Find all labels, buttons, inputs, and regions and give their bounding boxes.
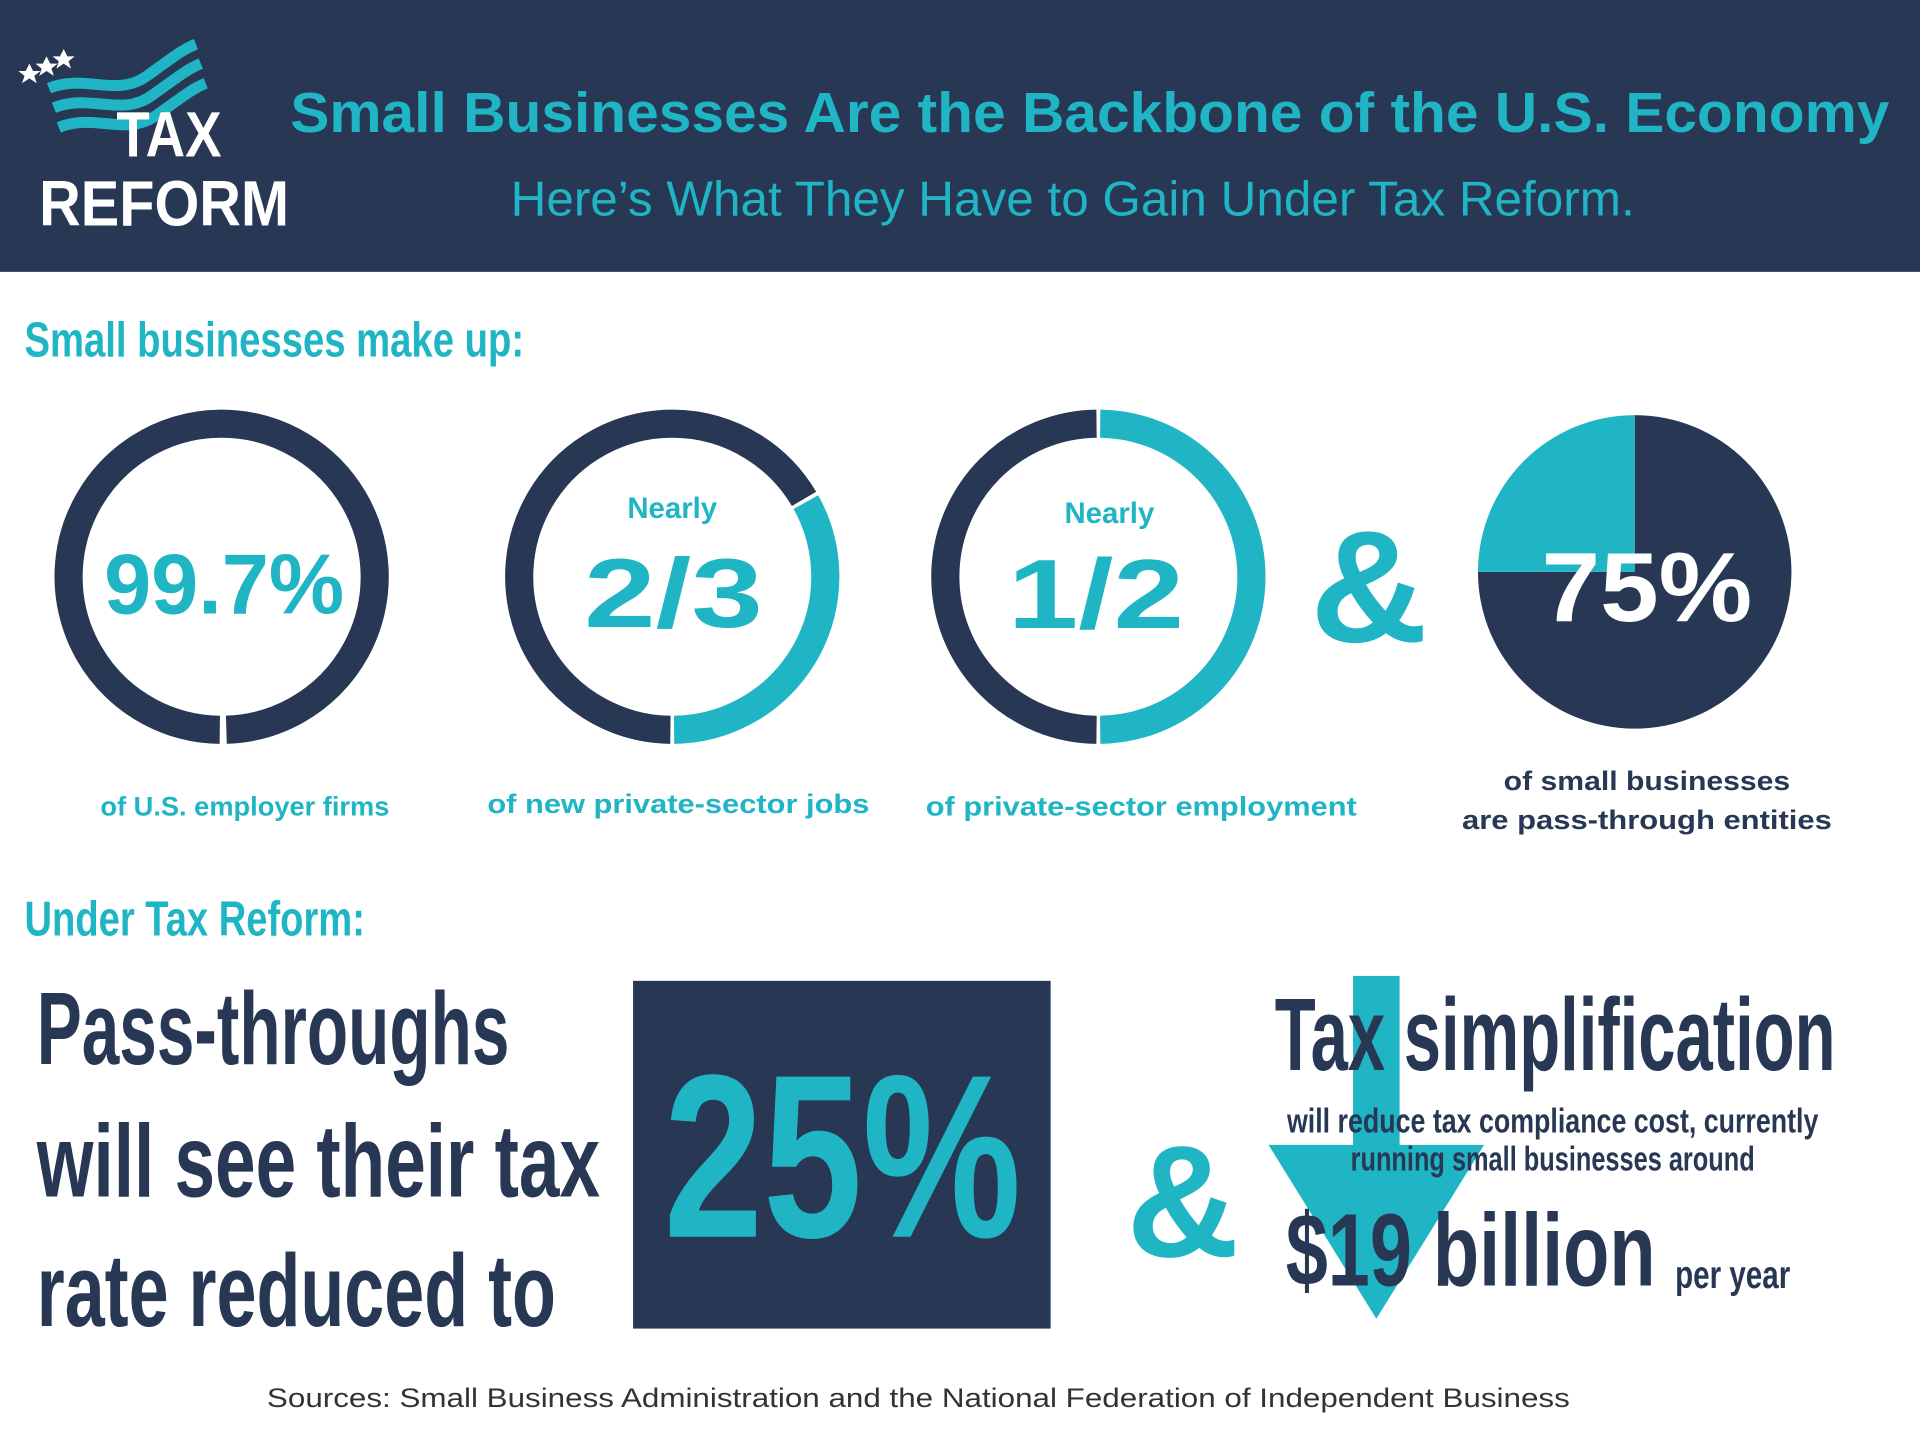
statement-title: Tax simplification [1275,977,1836,1092]
stat-caption: of private-sector employment [926,792,1357,822]
stat-figure: 1/2 [1008,539,1184,649]
logo-text: TAX [116,100,221,171]
logo-stars [18,48,75,84]
pie-slice [1477,415,1635,572]
statement-detail: running small businesses around [1351,1141,1755,1179]
down-arrow [1268,975,1485,1319]
statement-line: rate reduced to [37,1233,556,1348]
ring-segment [673,495,840,744]
amount: $19 billion [1286,1193,1656,1308]
logo-text: REFORM [39,168,289,239]
ring-segment [505,409,817,744]
stat-figure: 99.7% [104,536,344,632]
ampersand: & [1310,498,1428,676]
ring-segment [54,409,389,744]
ring-segment [931,409,1097,744]
section-heading: Under Tax Reform: [24,893,364,947]
logo-stripes [46,38,208,133]
header-band [0,0,1920,272]
rate-figure: 25% [664,1027,1022,1287]
stat-caption: of small businesses [1504,766,1791,796]
section-heading: Small businesses make up: [24,313,524,367]
stat-caption: of U.S. employer firms [100,792,389,822]
ring-segment [1100,409,1266,744]
stat-prefix: Nearly [627,492,717,525]
subtitle: Here’s What They Have to Gain Under Tax … [511,173,1635,227]
rate-box [633,980,1051,1329]
title: Small Businesses Are the Backbone of the… [290,81,1890,144]
stat-figure: 2/3 [584,538,763,648]
statement-detail: will reduce tax compliance cost, current… [1286,1103,1818,1141]
stat-caption: of new private-sector jobs [487,789,869,819]
stat-figure: 75% [1542,532,1753,642]
ampersand: & [1127,1112,1240,1290]
sources: Sources: Small Business Administration a… [267,1383,1570,1413]
stat-caption: are pass-through entities [1462,805,1832,835]
statement-line: will see their tax [36,1103,600,1218]
statement-line: Pass-throughs [37,971,510,1086]
amount-suffix: per year [1675,1254,1790,1297]
stat-prefix: Nearly [1064,497,1154,530]
